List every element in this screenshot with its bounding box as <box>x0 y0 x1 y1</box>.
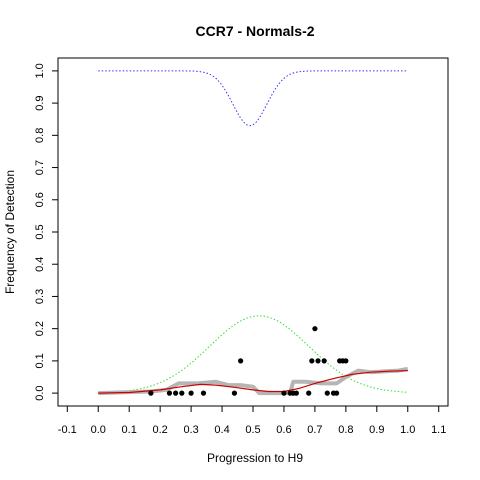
data-point <box>306 390 312 396</box>
data-point <box>343 358 349 364</box>
blue-dotted-curve <box>98 70 408 127</box>
x-tick-label: 0.6 <box>276 424 291 436</box>
y-tick-label: 0.5 <box>34 224 46 239</box>
y-tick-label: 0.7 <box>34 160 46 175</box>
x-tick-label: 1.0 <box>400 424 415 436</box>
data-point <box>148 390 154 396</box>
data-point <box>179 390 185 396</box>
y-tick-label: 1.0 <box>34 63 46 78</box>
data-point <box>321 358 327 364</box>
x-tick-label: 0.7 <box>307 424 322 436</box>
x-tick-label: 0.1 <box>122 424 137 436</box>
green-dotted-curve <box>98 315 408 394</box>
chart-title: CCR7 - Normals-2 <box>195 23 314 39</box>
x-tick-label: 0.4 <box>214 424 229 436</box>
y-tick-label: 0.2 <box>34 321 46 336</box>
x-tick-label: 0.0 <box>91 424 106 436</box>
y-tick-label: 0.9 <box>34 95 46 110</box>
data-point <box>231 390 238 396</box>
data-point <box>166 390 173 396</box>
x-tick-label: 0.5 <box>245 424 260 436</box>
y-tick-label: 0.0 <box>34 385 46 400</box>
x-tick-label: -0.1 <box>58 424 77 436</box>
y-axis: 0.0 0.1 0.2 0.3 0.4 0.5 0.6 0.7 0.8 0.9 1.0 <box>34 63 58 401</box>
y-axis-title: Frequency of Detection <box>3 170 17 294</box>
data-point <box>238 358 244 364</box>
data-point <box>312 326 318 332</box>
data-point <box>324 390 330 396</box>
y-tick-label: 0.8 <box>34 128 46 143</box>
y-tick-label: 0.6 <box>34 192 46 207</box>
gray-smooth-line <box>98 366 409 396</box>
x-tick-label: 1.1 <box>431 424 446 436</box>
data-point <box>293 390 299 396</box>
x-tick-label: 0.2 <box>152 424 167 436</box>
data-point <box>333 390 340 396</box>
data-point <box>315 358 321 364</box>
y-tick-label: 0.1 <box>34 353 46 368</box>
y-tick-label: 0.4 <box>34 257 46 272</box>
x-tick-label: 0.3 <box>183 424 198 436</box>
data-point <box>281 390 287 396</box>
x-tick-label: 0.9 <box>369 424 384 436</box>
x-axis: -0.1 0.0 0.1 0.2 0.3 0.4 0.5 0.6 0.7 0.8 0.9 1.0 1.1 <box>58 406 446 436</box>
red-fit-line <box>98 370 408 394</box>
x-axis-title: Progression to H9 <box>207 451 303 465</box>
data-point <box>200 390 207 396</box>
plot-frame <box>57 57 449 407</box>
data-point <box>309 358 315 364</box>
x-tick-label: 0.8 <box>338 424 353 436</box>
y-tick-label: 0.3 <box>34 289 46 304</box>
series-layer <box>98 70 409 396</box>
data-point <box>173 390 179 396</box>
data-point <box>188 390 194 396</box>
